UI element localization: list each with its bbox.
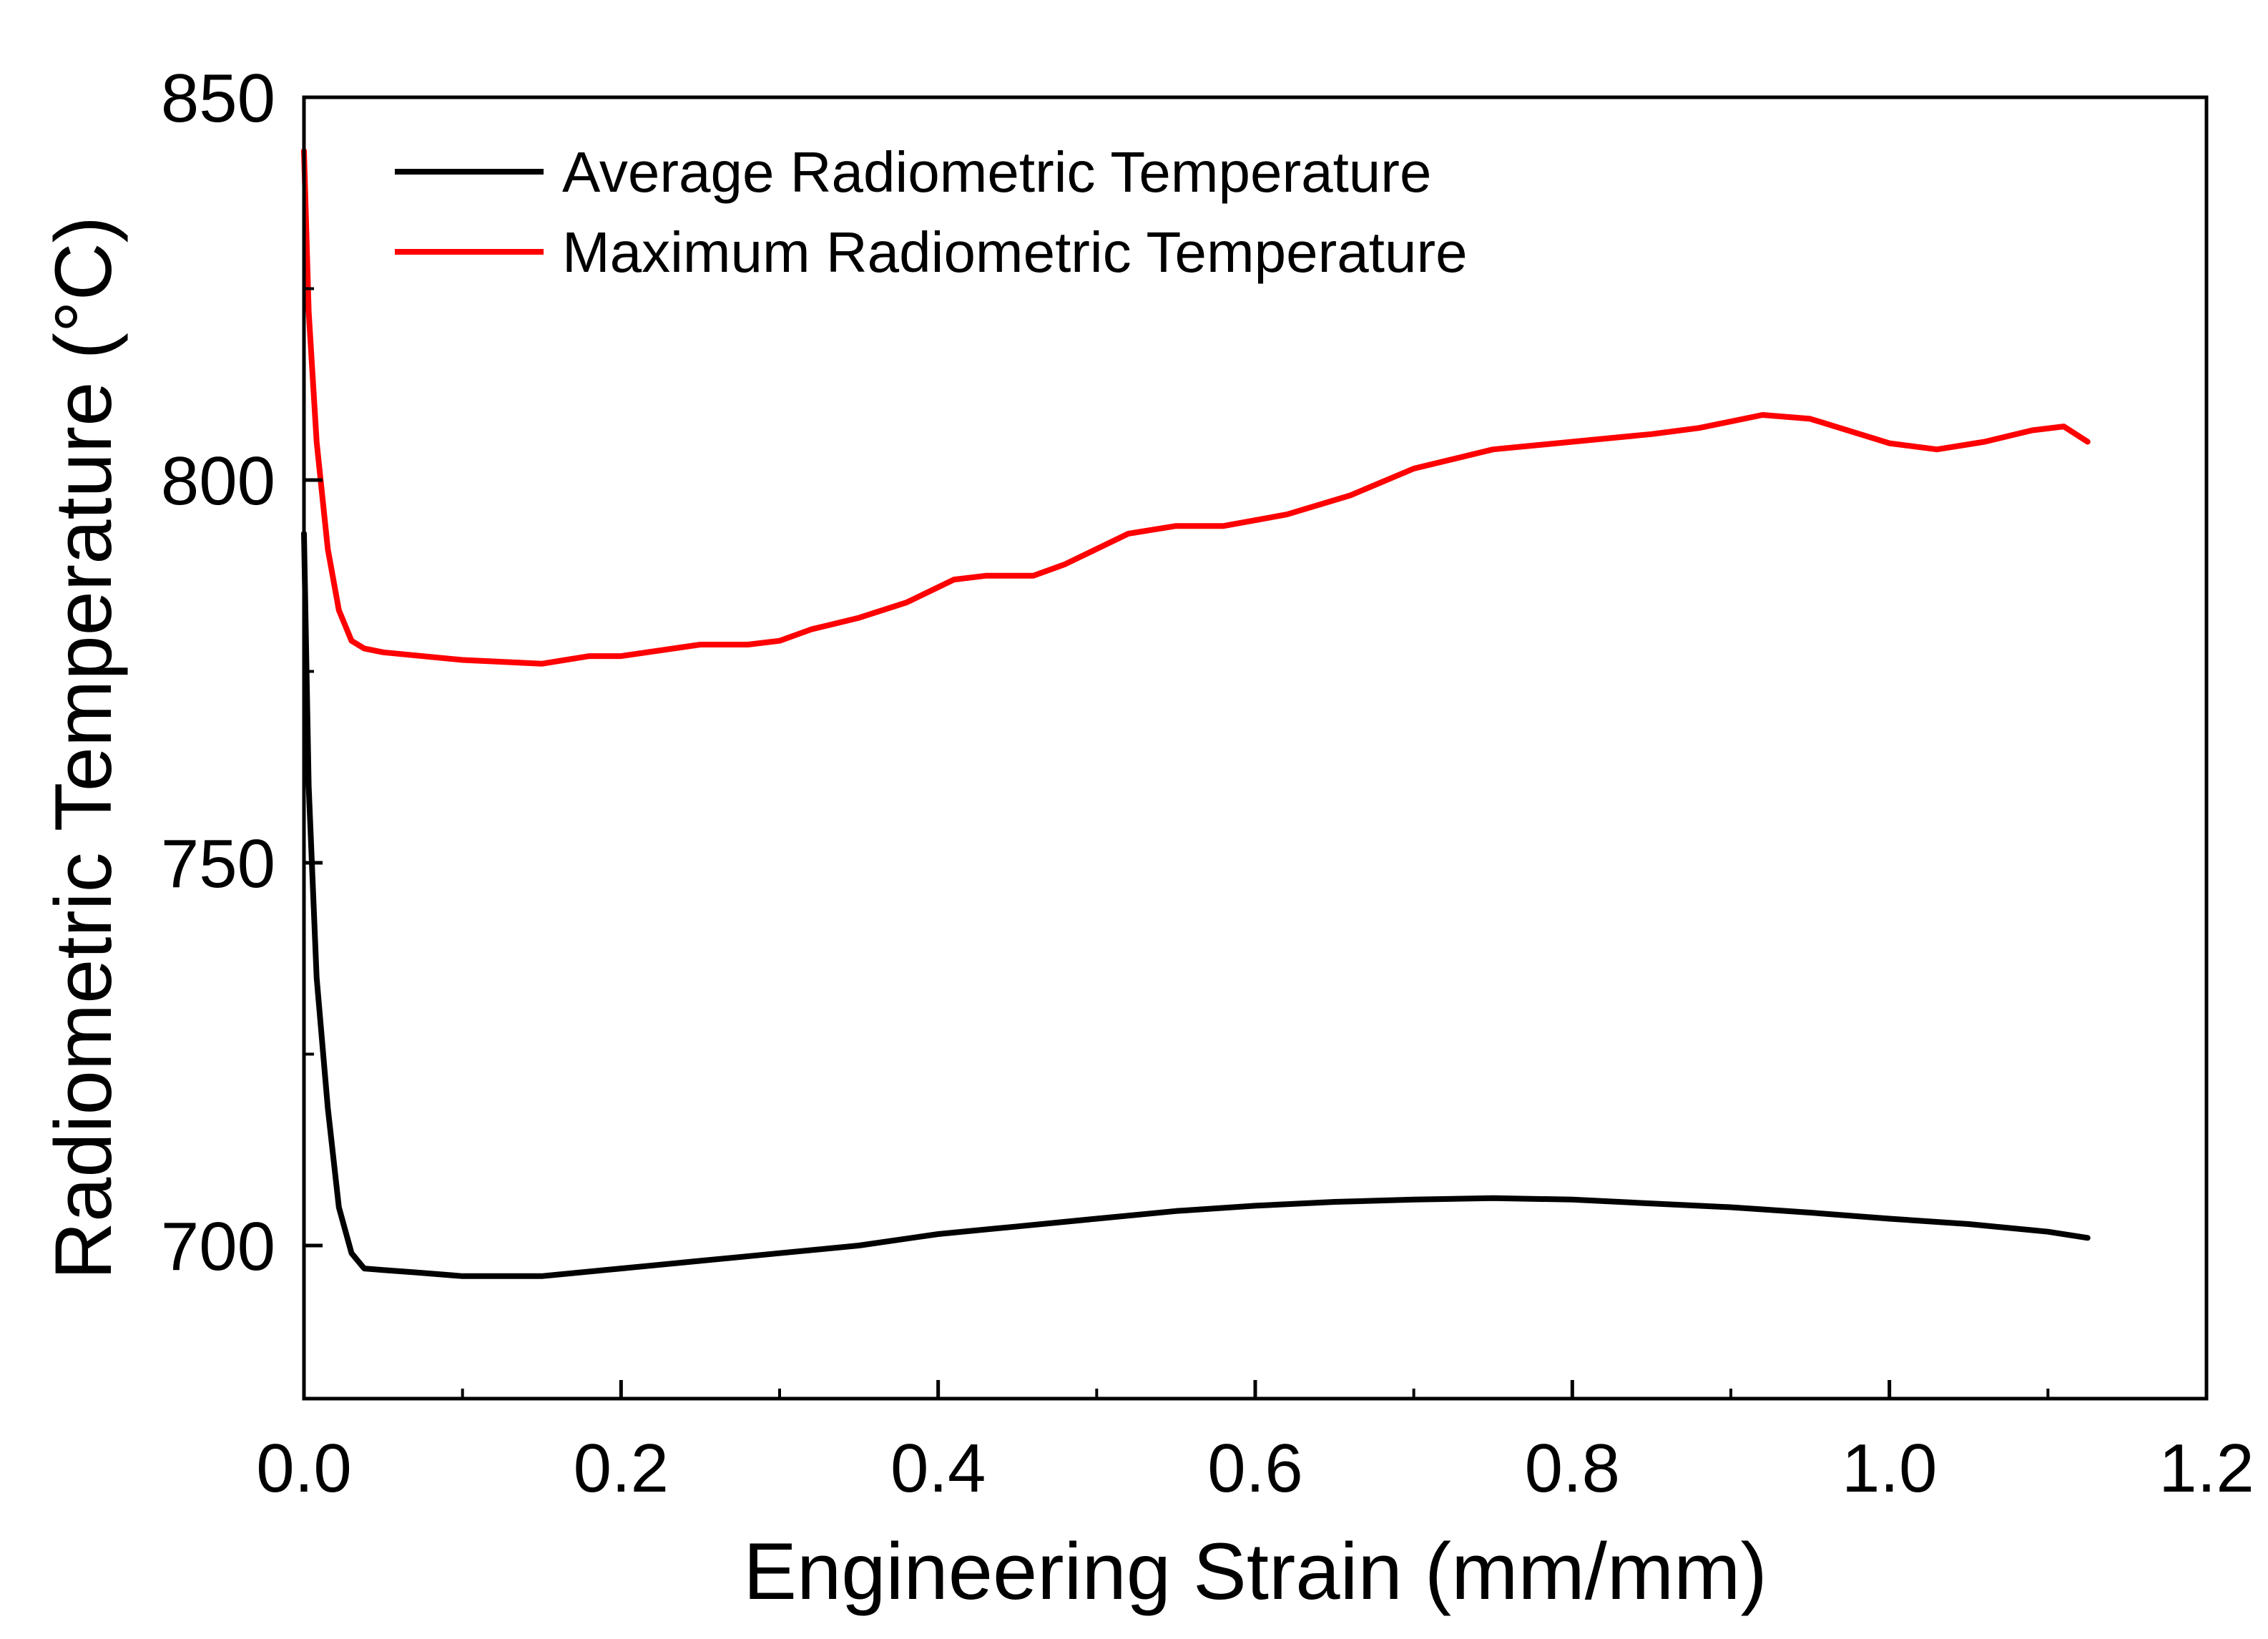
y-tick-label: 700 xyxy=(161,1208,275,1285)
x-tick-label: 0.0 xyxy=(256,1430,351,1507)
series-line-maximum xyxy=(301,147,2091,667)
legend-label-average: Average Radiometric Temperature xyxy=(562,140,1431,204)
ticks-layer: 0.0 0.2 0.4 0.6 0.8 1.0 1.2 700 750 800 850 xyxy=(161,60,2254,1507)
x-axis-title: Engineering Strain (mm/mm) xyxy=(743,1527,1767,1616)
x-tick-label: 0.4 xyxy=(890,1430,986,1507)
x-tick-label: 0.6 xyxy=(1207,1430,1302,1507)
x-tick-label: 1.2 xyxy=(2159,1430,2254,1507)
x-tick-label: 1.0 xyxy=(1842,1430,1937,1507)
series-layer xyxy=(301,147,2091,1279)
series-line-average xyxy=(301,530,2091,1279)
y-tick-label: 750 xyxy=(161,826,275,902)
y-tick-label: 800 xyxy=(161,443,275,519)
x-tick-label: 0.8 xyxy=(1525,1430,1620,1507)
legend-label-maximum: Maximum Radiometric Temperature xyxy=(562,220,1468,284)
y-axis-title: Radiometric Temperature (°C) xyxy=(39,216,128,1280)
x-tick-label: 0.2 xyxy=(574,1430,669,1507)
y-tick-label: 850 xyxy=(161,60,275,137)
legend: Average Radiometric Temperature Maximum R… xyxy=(395,140,1468,284)
